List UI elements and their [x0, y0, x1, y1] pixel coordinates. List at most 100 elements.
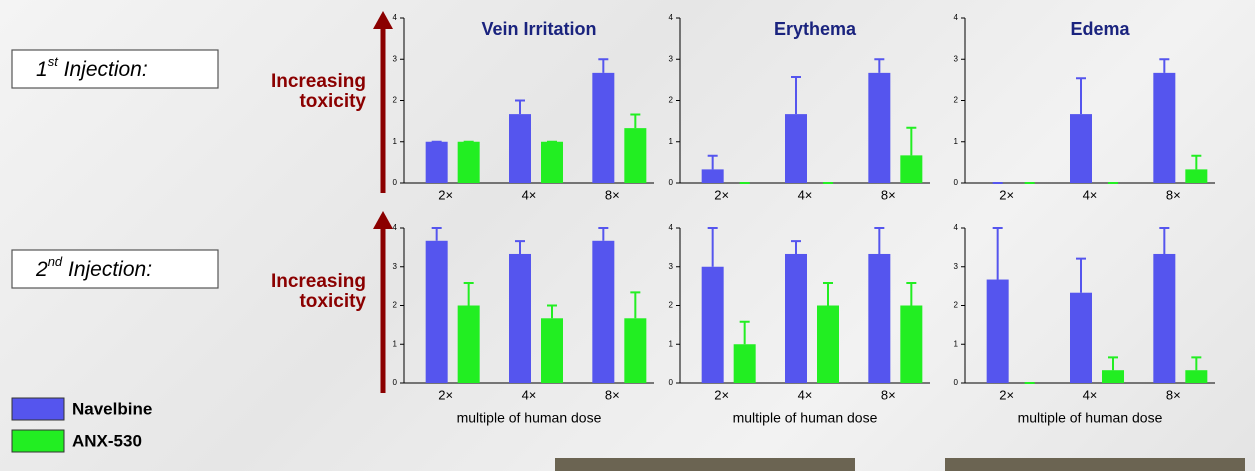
bar: [509, 253, 531, 383]
bar: [457, 305, 480, 383]
row-text: Injection:: [58, 58, 148, 81]
error-bar: [630, 291, 641, 319]
y-tick-label: 2: [669, 301, 674, 310]
row-label: 2nd Injection:: [35, 254, 152, 280]
y-tick-label: 4: [393, 223, 398, 232]
error-bar: [1191, 154, 1202, 170]
bar: [1070, 292, 1092, 383]
y-tick-label: 2: [393, 301, 398, 310]
bar: [817, 305, 839, 383]
bar: [986, 279, 1009, 383]
x-tick-label: 2×: [714, 387, 729, 402]
bar: [1153, 253, 1176, 383]
error-bar: [598, 58, 609, 73]
chart-title: Edema: [1070, 19, 1130, 39]
x-tick-label: 8×: [1166, 387, 1181, 402]
legend-swatch: [11, 397, 65, 421]
error-bar: [906, 126, 917, 156]
y-tick-label: 0: [393, 378, 398, 387]
side-label: Increasing: [271, 271, 366, 292]
y-tick-label: 4: [669, 223, 674, 232]
chart-title: Vein Irritation: [481, 19, 596, 39]
error-bar: [707, 227, 718, 267]
bar: [900, 155, 923, 183]
error-bar: [791, 240, 801, 254]
x-tick-label: 8×: [1166, 187, 1181, 202]
y-tick-label: 3: [954, 262, 959, 271]
y-tick-label: 0: [669, 178, 674, 187]
error-bar: [874, 227, 885, 254]
y-tick-label: 2: [669, 96, 674, 105]
x-tick-label: 8×: [605, 187, 620, 202]
y-tick-label: 2: [954, 96, 959, 105]
bar: [868, 72, 891, 183]
error-bar: [515, 240, 525, 254]
row-text: Injection:: [62, 258, 152, 281]
y-tick-label: 1: [669, 339, 674, 348]
error-bar: [1159, 227, 1170, 254]
arrow-head: [373, 211, 393, 229]
y-tick-label: 3: [954, 54, 959, 63]
error-bar: [1076, 257, 1086, 293]
y-tick-label: 0: [954, 378, 959, 387]
error-bar: [707, 154, 718, 170]
bar: [733, 344, 756, 383]
bar: [701, 169, 724, 183]
x-tick-label: 8×: [605, 387, 620, 402]
x-tick-label: 8×: [881, 187, 896, 202]
error-bar: [992, 227, 1003, 280]
label-box: [11, 249, 219, 289]
legend-label: Navelbine: [72, 399, 152, 418]
arrow-head: [373, 11, 393, 29]
bar: [1185, 169, 1208, 183]
chart-title: Erythema: [774, 19, 857, 39]
row-suffix: st: [48, 54, 60, 69]
side-label: toxicity: [299, 291, 366, 312]
photo: [555, 458, 855, 471]
bar: [900, 305, 923, 383]
error-bar: [1191, 356, 1202, 371]
photo: [945, 458, 1245, 471]
y-tick-label: 3: [393, 262, 398, 271]
y-tick-label: 4: [954, 13, 959, 22]
bar: [624, 318, 647, 383]
y-tick-label: 3: [669, 54, 674, 63]
error-bar: [1108, 356, 1118, 371]
y-tick-label: 2: [393, 96, 398, 105]
bar: [592, 72, 615, 183]
bar: [592, 240, 615, 383]
error-bar: [1076, 77, 1086, 115]
bar: [1102, 370, 1124, 383]
row-number: 2: [35, 258, 48, 281]
bar: [785, 114, 807, 183]
x-tick-label: 4×: [522, 387, 537, 402]
x-tick-label: 2×: [999, 387, 1014, 402]
row-number: 1: [36, 58, 48, 81]
bar: [701, 266, 724, 383]
y-tick-label: 2: [954, 301, 959, 310]
y-tick-label: 0: [954, 178, 959, 187]
x-tick-label: 4×: [1083, 387, 1098, 402]
y-tick-label: 4: [669, 13, 674, 22]
bar: [541, 141, 563, 183]
error-bar: [739, 320, 750, 345]
bar: [868, 253, 891, 383]
error-bar: [431, 227, 442, 241]
error-bar: [874, 58, 885, 73]
y-tick-label: 1: [669, 137, 674, 146]
x-tick-label: 4×: [798, 187, 813, 202]
x-tick-label: 2×: [714, 187, 729, 202]
error-bar: [463, 282, 474, 306]
error-bar: [515, 99, 525, 115]
bar: [509, 114, 531, 183]
y-tick-label: 3: [393, 54, 398, 63]
bar: [425, 141, 448, 183]
y-tick-label: 4: [954, 223, 959, 232]
x-tick-label: 2×: [438, 187, 453, 202]
x-axis-label: multiple of human dose: [733, 410, 878, 426]
error-bar: [598, 227, 609, 241]
x-tick-label: 2×: [999, 187, 1014, 202]
error-bar: [547, 304, 557, 319]
legend-label: ANX-530: [72, 431, 142, 450]
